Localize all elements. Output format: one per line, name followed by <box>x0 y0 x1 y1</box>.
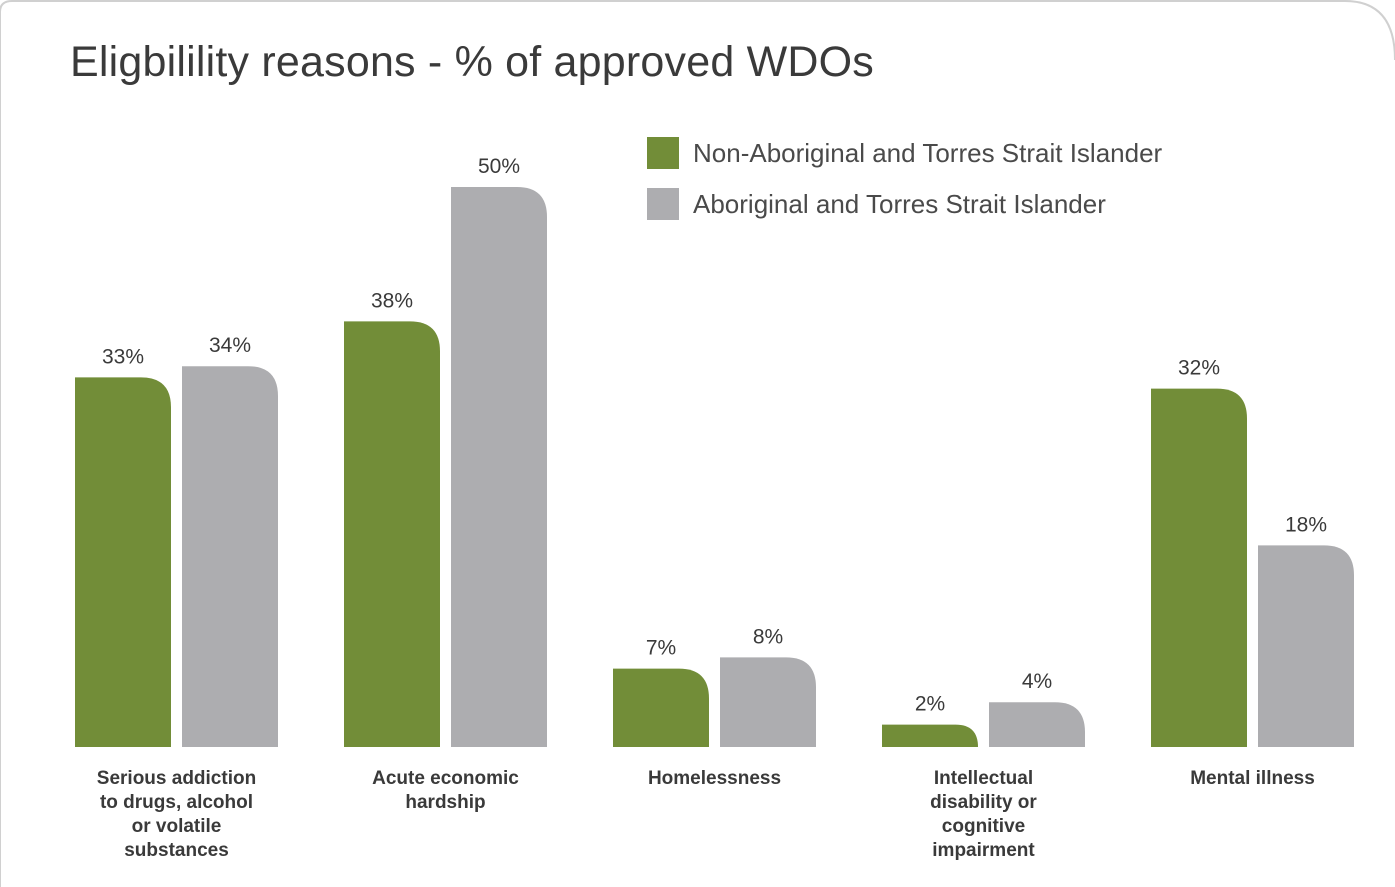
bar-aboriginal-4 <box>1258 545 1354 747</box>
data-label-non-aboriginal-3: 2% <box>915 693 945 716</box>
data-label-aboriginal-2: 8% <box>753 625 783 648</box>
bar-non-aboriginal-1 <box>344 321 440 747</box>
data-label-non-aboriginal-2: 7% <box>646 637 676 660</box>
bar-non-aboriginal-3 <box>882 724 978 747</box>
bar-aboriginal-0 <box>182 366 278 747</box>
legend-label-non-aboriginal: Non-Aboriginal and Torres Strait Islande… <box>693 137 1163 168</box>
category-label-1: Acute economic hardship <box>372 768 519 813</box>
category-label-3: Intellectual disability or cognitive impair… <box>930 768 1037 861</box>
category-label-0: Serious addiction to drugs, alcohol or vol… <box>97 768 256 861</box>
bar-aboriginal-1 <box>451 187 547 747</box>
category-label-2: Homelessness <box>648 768 781 789</box>
bar-non-aboriginal-2 <box>613 668 709 747</box>
legend-item-non-aboriginal: Non-Aboriginal and Torres Strait Islande… <box>647 137 1162 169</box>
category-label-4: Mental illness <box>1190 768 1315 789</box>
legend-swatch-non-aboriginal <box>647 137 679 169</box>
data-label-aboriginal-3: 4% <box>1022 670 1052 693</box>
bar-aboriginal-2 <box>720 657 816 747</box>
data-label-non-aboriginal-1: 38% <box>371 289 413 312</box>
legend-item-aboriginal: Aboriginal and Torres Strait Islander <box>647 188 1106 220</box>
data-label-non-aboriginal-4: 32% <box>1178 357 1220 380</box>
bar-aboriginal-3 <box>989 702 1085 747</box>
bar-non-aboriginal-4 <box>1151 388 1247 747</box>
data-label-aboriginal-1: 50% <box>478 155 520 178</box>
data-label-aboriginal-4: 18% <box>1285 513 1327 536</box>
chart-title: Eligbilility reasons - % of approved WDO… <box>70 38 874 86</box>
legend-label-aboriginal: Aboriginal and Torres Strait Islander <box>693 188 1106 219</box>
data-label-non-aboriginal-0: 33% <box>102 345 144 368</box>
data-label-aboriginal-0: 34% <box>209 334 251 357</box>
bar-non-aboriginal-0 <box>75 377 171 747</box>
legend-swatch-aboriginal <box>647 188 679 220</box>
